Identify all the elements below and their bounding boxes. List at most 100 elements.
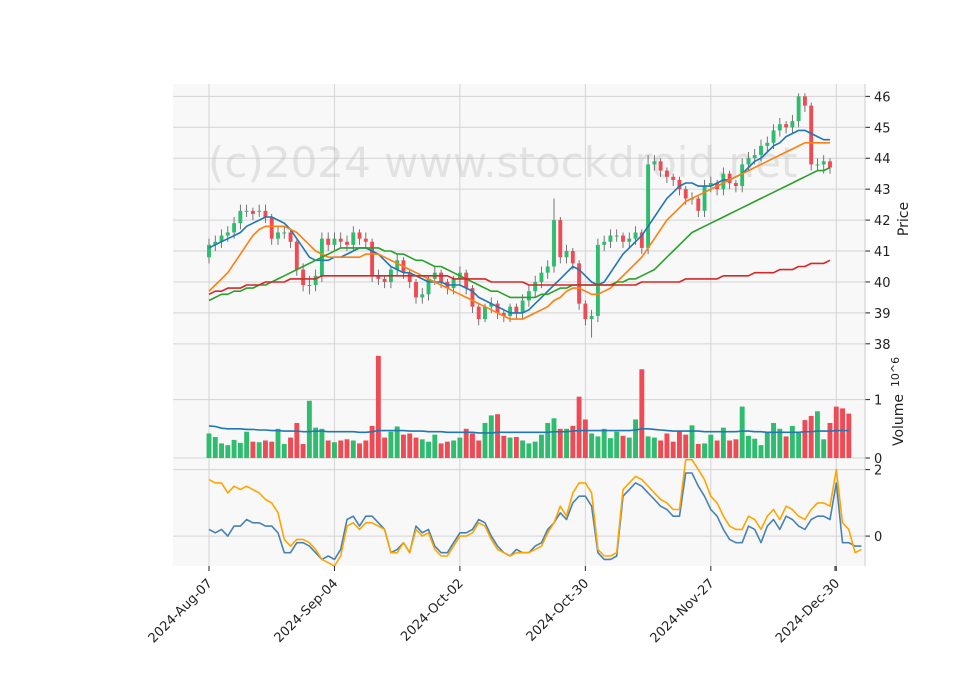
volume-bar [501,435,507,458]
price-tick-label: 41 [874,245,891,260]
candle-body [213,241,218,245]
candle-body [602,241,607,245]
candle-body [232,223,237,233]
candle-body [407,272,412,282]
candle-body [721,173,726,190]
candle-body [771,130,776,143]
candle-body [395,260,400,270]
candle-body [821,161,826,165]
candle-body [796,96,801,122]
volume-bar [294,422,300,458]
candle-body [790,121,795,128]
candle-body [439,272,444,282]
volume-bar [319,428,325,458]
candle-body [577,263,582,304]
price-panel [173,84,865,350]
volume-bar [739,406,745,458]
candle-body [250,210,255,214]
volume-bar [764,432,770,458]
candle-body [702,186,707,211]
volume-bar [212,436,218,458]
volume-tick-label: 0 [874,452,882,467]
volume-bar [720,427,726,458]
volume-bar [758,445,764,458]
candle-body [376,275,381,279]
volume-bar [582,419,588,458]
candle-body [759,145,763,156]
oscillator-line-2 [208,458,862,567]
candle-body [752,155,757,159]
volume-bar [708,434,714,458]
volume-bar [256,442,262,458]
volume-bar [438,443,444,458]
volume-bar [281,443,287,458]
volume-bar [457,437,463,458]
volume-average-line [208,425,849,434]
volume-bar [444,441,450,458]
candle-body [313,275,318,286]
candle-body [489,303,494,307]
candle-body [476,306,481,320]
price-tick-label: 39 [874,307,891,322]
candle-body [633,232,638,239]
candle-body [652,161,657,165]
volume-bar [702,443,707,458]
oscillator-tick-label: 0 [874,530,882,545]
volume-bar [714,440,720,458]
volume-bar [833,406,839,458]
volume-bar [733,439,739,458]
price-tick-label: 43 [874,183,891,198]
volume-bar [796,432,802,458]
volume-bar [526,443,532,458]
volume-bar [250,441,256,458]
candle-body [257,210,262,212]
indicator-lines [208,129,862,567]
volume-bar [658,440,664,458]
x-tick-label: 2024-Oct-30 [524,576,592,644]
volume-bar [614,431,620,458]
volume-bar [576,396,582,458]
candle-body [219,235,224,242]
candle-body [282,232,287,234]
candle-body [784,124,789,128]
volume-tick-label: 1 [874,394,882,409]
volume-bar [382,437,388,458]
volume-bar [206,433,212,458]
candle-body [451,278,456,289]
volume-bar [470,433,475,458]
volume-bar [275,428,281,458]
candle-body [733,182,738,187]
price-axis-label: Price [896,202,912,236]
candle-body [558,220,563,258]
candle-body [658,161,663,171]
candle-body [677,179,682,190]
volume-bar [350,440,356,458]
candle-body [671,176,676,180]
volume-bar [300,443,306,458]
candle-body [225,232,230,236]
volume-bar [244,431,250,458]
volume-bar [394,426,400,458]
volume-axis-label: Volume [891,394,907,446]
volume-bar [827,422,833,458]
price-ma-line-1 [208,129,830,314]
volume-bar [664,433,670,458]
candle-body [589,315,594,320]
candle-body [595,244,600,316]
candle-body [483,306,487,320]
volume-bar [237,442,243,458]
volume-bar [808,415,814,458]
candle-body [357,232,362,239]
volume-bar [639,369,645,458]
candle-body [501,312,506,316]
volume-bar [225,445,231,458]
volume-bar [595,436,601,458]
candlesticks [207,93,832,338]
candle-body [276,232,280,239]
volume-bars [206,355,852,458]
volume-bar [363,440,369,458]
candle-body [614,235,619,237]
candle-body [608,235,613,242]
volume-bar [645,436,651,458]
candle-body [294,241,299,270]
